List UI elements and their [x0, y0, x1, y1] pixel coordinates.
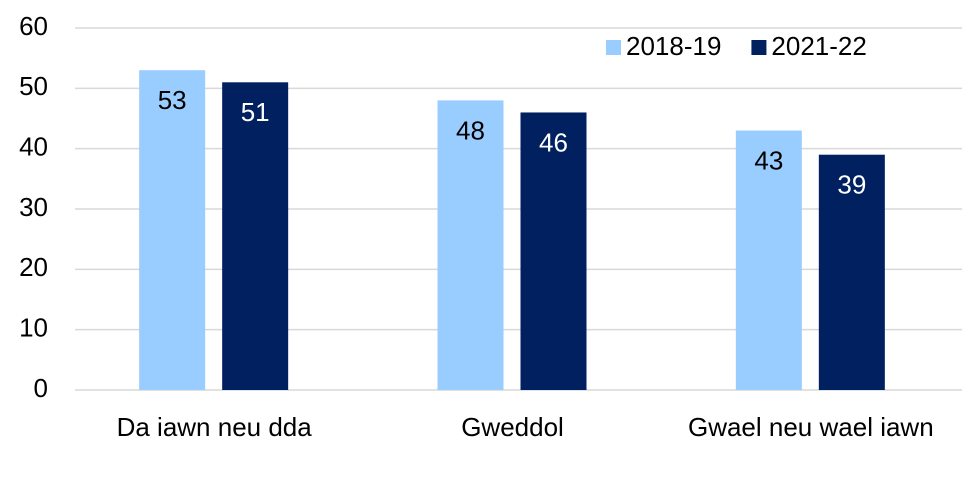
bar — [222, 82, 289, 391]
value-label: 48 — [456, 115, 485, 145]
y-tick-label: 30 — [19, 192, 48, 222]
legend-swatch — [751, 40, 767, 55]
x-label-box: Gweddol — [461, 412, 564, 442]
y-tick-label: 40 — [19, 132, 48, 162]
legend-label: 2021-22 — [771, 31, 866, 61]
x-tick-label: Da iawn neu dda — [116, 412, 312, 442]
y-tick-label: 20 — [19, 252, 48, 282]
bar — [437, 100, 504, 391]
x-tick-label: Gwael neu wael iawn — [687, 412, 934, 442]
y-tick-label: 10 — [19, 313, 48, 343]
value-label: 39 — [837, 170, 866, 200]
value-label: 51 — [241, 97, 270, 127]
value-label: 46 — [539, 127, 568, 157]
x-label-box: Gwael neu wael iawn — [687, 412, 934, 442]
legend-swatch — [606, 40, 621, 55]
y-tick-label: 50 — [19, 71, 48, 101]
x-label-box: Da iawn neu dda — [116, 412, 312, 442]
bar — [139, 70, 206, 390]
x-tick-label: Gweddol — [461, 412, 564, 442]
bar — [818, 154, 885, 390]
y-tick-label: 0 — [34, 373, 48, 403]
bar — [520, 112, 587, 390]
y-tick-label: 60 — [19, 11, 48, 41]
legend-label: 2018-19 — [626, 31, 721, 61]
value-label: 53 — [158, 85, 187, 115]
value-label: 43 — [754, 145, 783, 175]
bar — [735, 130, 802, 391]
